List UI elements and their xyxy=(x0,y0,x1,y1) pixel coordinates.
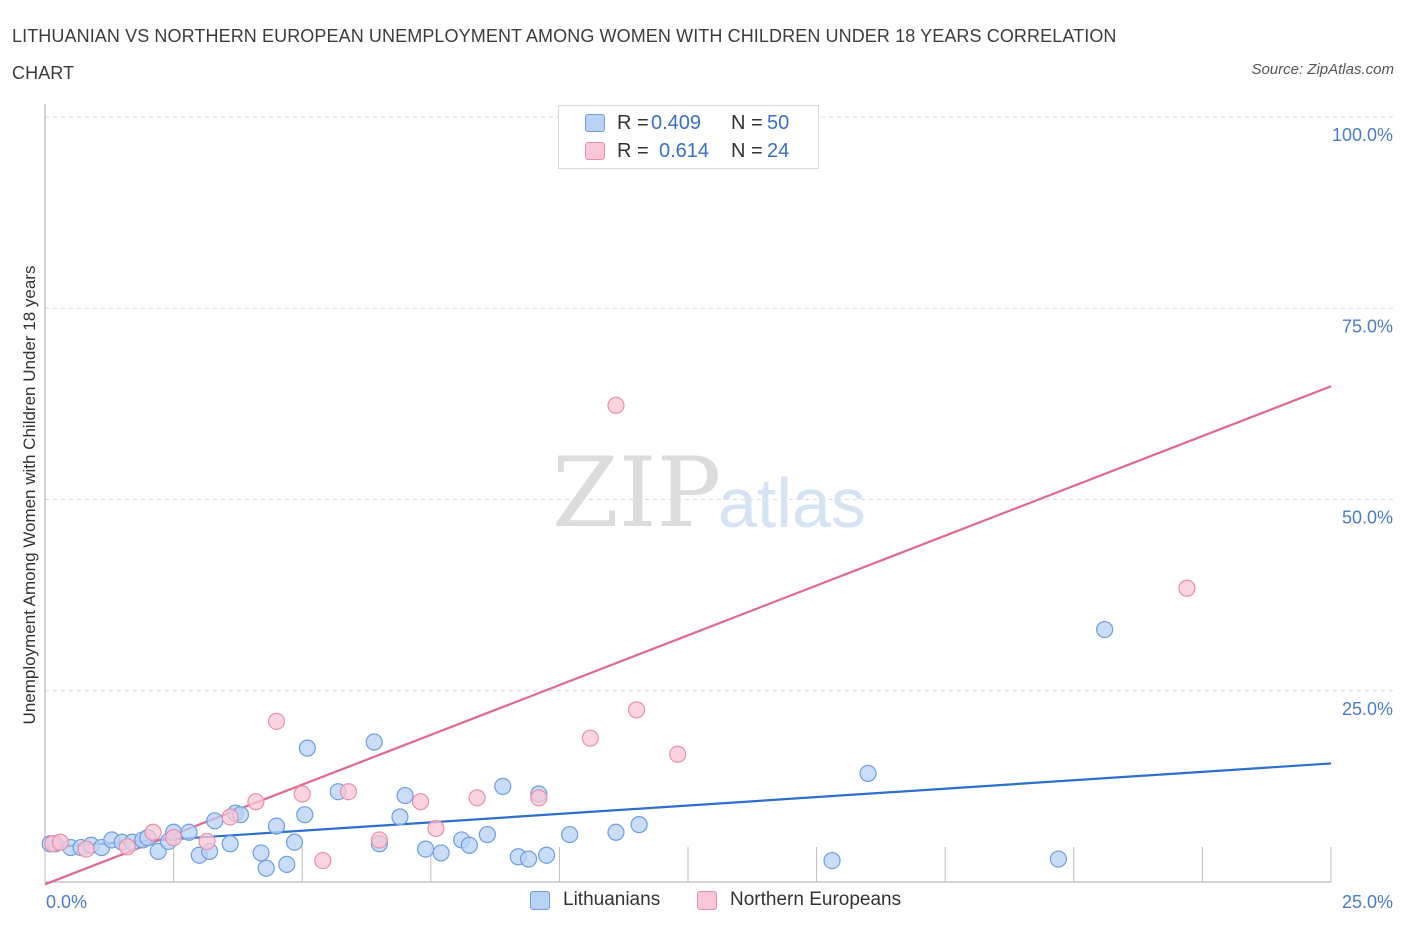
lithuanian-point xyxy=(278,855,296,874)
northern-european-point xyxy=(1178,579,1196,597)
y-tick-label: 75.0% xyxy=(1342,316,1393,336)
northern-european-point xyxy=(165,829,183,847)
northern-european-point xyxy=(314,851,332,870)
source-label: Source: ZipAtlas.com xyxy=(1251,61,1394,78)
lithuanian-point xyxy=(417,840,435,858)
northern-european-point xyxy=(339,783,358,801)
stats-legend: R = 0.409 N = 50 R = 0.614 N = 24 xyxy=(558,105,819,169)
northern-european-point xyxy=(221,808,239,826)
lithuanian-point xyxy=(267,817,286,835)
northern-european-point xyxy=(198,832,216,851)
lithuanian-point xyxy=(285,833,304,851)
lithuanian-point xyxy=(478,825,496,844)
legend-r-label: R = xyxy=(617,140,649,162)
northern-european-point xyxy=(118,838,136,856)
lithuanian-point xyxy=(149,842,167,861)
grid-lines xyxy=(45,116,1395,692)
bottom-legend-swatch-lithuanians xyxy=(530,891,550,910)
northern-european-point xyxy=(669,745,687,763)
lithuanian-point xyxy=(630,816,648,834)
lithuanian-point xyxy=(1049,850,1067,868)
lithuanian-point xyxy=(1096,620,1114,639)
lithuanian-point xyxy=(257,859,275,877)
northern-european-point xyxy=(581,729,599,747)
legend-n-label: N = xyxy=(731,140,763,162)
northern-european-point xyxy=(144,823,162,841)
northern-european-point xyxy=(77,840,95,858)
lithuanian-point xyxy=(298,739,316,757)
lithuanian-point xyxy=(859,764,877,782)
lithuanian-point xyxy=(432,844,450,862)
watermark-zip: ZIP xyxy=(552,437,721,549)
northern-european-point xyxy=(530,789,548,807)
lithuanian-point xyxy=(180,823,198,841)
y-tick-label: 100.0% xyxy=(1332,125,1393,145)
lithuanian-point xyxy=(391,808,409,826)
y-tick-label: 25.0% xyxy=(1342,699,1393,719)
lithuanian-point xyxy=(823,851,841,870)
legend-n-value-northern-europeans: 24 xyxy=(767,140,790,162)
legend-swatch-northern-europeans xyxy=(585,142,605,160)
tick-labels: 100.0% 75.0% 50.0% 25.0% 0.0% 25.0% xyxy=(46,125,1393,912)
lithuanian-point xyxy=(296,806,314,824)
northern-european-point xyxy=(51,833,70,851)
legend-n-label: N = xyxy=(731,112,763,134)
lithuanian-point xyxy=(494,777,512,795)
northern-european-point xyxy=(267,712,286,730)
lithuanian-point xyxy=(396,786,414,805)
northern-european-point xyxy=(370,831,388,849)
lithuanian-point xyxy=(365,733,383,751)
northern-european-point xyxy=(627,701,646,719)
y-axis-label: Unemployment Among Women with Children U… xyxy=(20,266,39,725)
watermark-atlas: atlas xyxy=(718,464,866,542)
legend-r-value-northern-europeans: 0.614 xyxy=(659,140,710,162)
northern-european-point xyxy=(411,793,430,811)
northern-european-point xyxy=(293,785,311,803)
bottom-legend-label-lithuanians: Lithuanians xyxy=(563,889,661,910)
legend-r-label: R = xyxy=(617,112,649,134)
x-tick-label: 0.0% xyxy=(46,892,87,912)
lithuanian-point xyxy=(460,836,478,854)
legend-swatch-lithuanians xyxy=(585,114,605,132)
northern-european-point xyxy=(247,793,265,811)
x-tick-label: 25.0% xyxy=(1342,892,1393,912)
lithuanian-point xyxy=(252,844,270,862)
lithuanian-point xyxy=(561,825,579,844)
lithuanian-trend-line xyxy=(44,762,1332,849)
northern-european-point xyxy=(427,819,445,838)
lithuanian-point xyxy=(537,846,556,864)
bottom-legend-swatch-northern-europeans xyxy=(697,891,717,910)
northern-european-point xyxy=(607,396,625,415)
chart-title: LITHUANIAN VS NORTHERN EUROPEAN UNEMPLOY… xyxy=(12,26,1117,83)
lithuanian-point xyxy=(519,850,538,868)
bottom-legend-label-northern-europeans: Northern Europeans xyxy=(730,889,902,910)
legend-r-value-lithuanians: 0.409 xyxy=(651,112,702,134)
legend-n-value-lithuanians: 50 xyxy=(767,112,790,134)
lithuanian-point xyxy=(206,812,224,830)
lithuanian-point xyxy=(221,835,239,853)
y-tick-label: 50.0% xyxy=(1342,508,1393,528)
lithuanian-point xyxy=(607,823,625,841)
northern-european-point xyxy=(468,789,486,807)
